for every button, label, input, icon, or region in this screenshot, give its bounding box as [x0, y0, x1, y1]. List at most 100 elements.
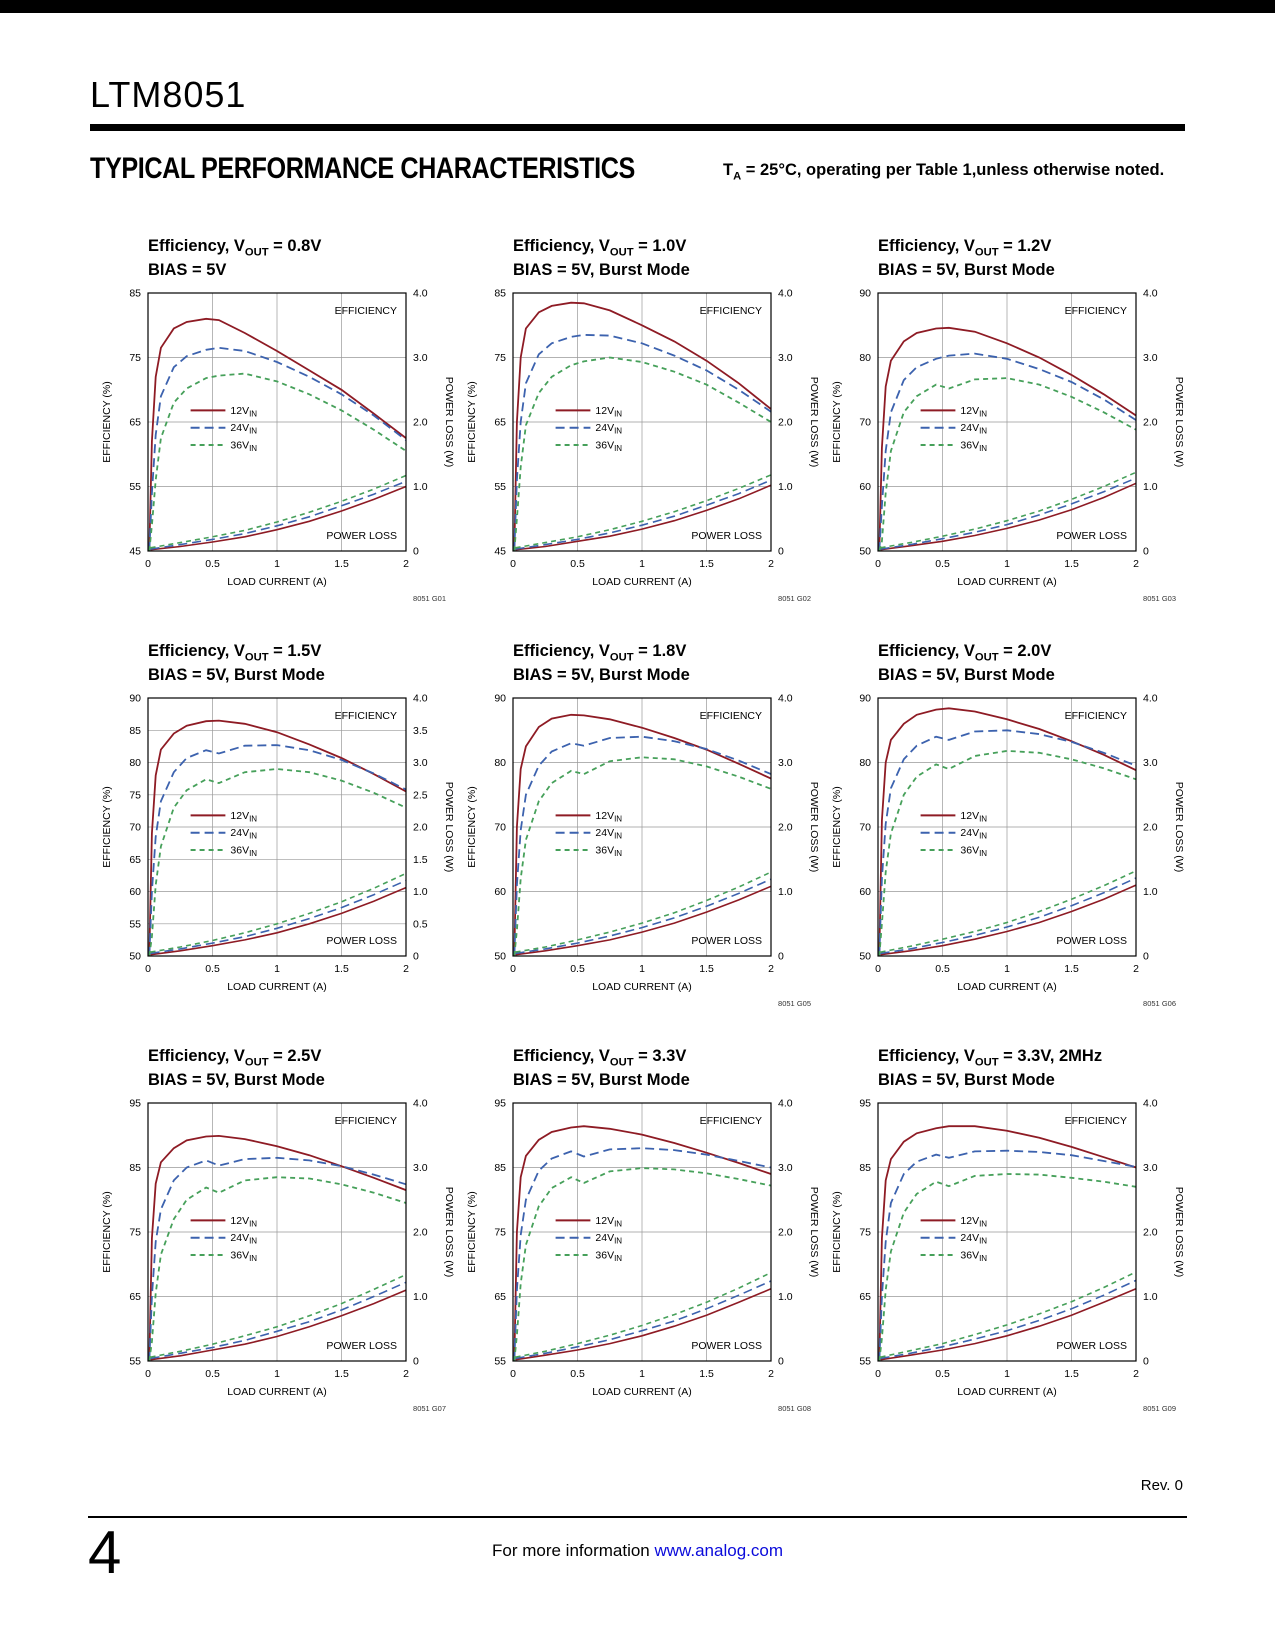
efficiency-curve-12vin	[513, 302, 772, 552]
efficiency-curve-36vin	[513, 1167, 772, 1362]
x-axis-tick-label: 1	[1004, 963, 1010, 975]
x-axis-tick-label: 0.5	[205, 558, 220, 570]
plot-border	[147, 292, 407, 552]
efficiency-curve-36vin	[878, 1173, 1137, 1362]
chart-canvas: 55 65 75 85 95 0 1.0 2.0 3.0 4.0 0 0.5 1 1.5 2 EFFICIEN…	[101, 1098, 455, 1414]
chart-title: Efficiency, VOUT = 0.8V BIAS = 5V	[148, 236, 455, 281]
x-axis-tick-label: 1.5	[699, 963, 714, 975]
y-axis-title: EFFICIENCY (%)	[831, 382, 843, 463]
graph-id: 8051 G09	[1143, 1404, 1176, 1413]
y-axis-tick-label: 55	[494, 1356, 506, 1368]
x-axis-title: LOAD CURRENT (A)	[227, 981, 327, 993]
power-loss-curve-24vin	[880, 477, 1137, 551]
y-axis-tick-label: 65	[859, 1291, 871, 1303]
legend-label-24vin: 24VIN	[960, 423, 987, 437]
chart-canvas: 55 65 75 85 95 0 1.0 2.0 3.0 4.0 0 0.5 1 1.5 2 EFFICIEN…	[831, 1098, 1185, 1414]
chart-6: Efficiency, VOUT = 2.0V BIAS = 5V, Burst …	[820, 627, 1185, 1032]
right-axis-tick-label: 4.0	[413, 1098, 428, 1110]
plot-border	[877, 292, 1137, 552]
power-loss-curve-36vin	[150, 872, 407, 954]
right-axis-tick-label: 3.5	[413, 725, 428, 737]
chart-title: Efficiency, VOUT = 2.5V BIAS = 5V, Burst …	[148, 1046, 455, 1091]
power-loss-curve-24vin	[515, 878, 772, 955]
chart-7: Efficiency, VOUT = 2.5V BIAS = 5V, Burst …	[90, 1032, 455, 1437]
right-axis-tick-label: 1.0	[413, 1291, 428, 1303]
section-title: TYPICAL PERFORMANCE CHARACTERISTICS	[90, 152, 635, 185]
legend-label-36vin: 36VIN	[960, 1250, 987, 1264]
legend-label-36vin: 36VIN	[960, 440, 987, 454]
y-axis-tick-label: 85	[859, 1162, 871, 1174]
x-axis-tick-label: 0	[875, 963, 881, 975]
power-loss-curve-36vin	[880, 471, 1137, 549]
legend-label-24vin: 24VIN	[960, 828, 987, 842]
y-axis-tick-label: 80	[859, 352, 871, 364]
y-axis-tick-label: 95	[859, 1098, 871, 1110]
y-axis-title: EFFICIENCY (%)	[466, 1192, 478, 1273]
x-axis-tick-label: 2	[403, 963, 409, 975]
right-axis-tick-label: 0	[778, 951, 784, 963]
x-axis-tick-label: 2	[768, 558, 774, 570]
chart-title-line2: BIAS = 5V, Burst Mode	[513, 665, 690, 684]
right-axis-tick-label: 0.5	[413, 919, 428, 931]
efficiency-curve-24vin	[513, 1147, 772, 1362]
right-axis-title: POWER LOSS (W)	[443, 782, 455, 872]
power-loss-curve-12vin	[150, 887, 407, 956]
right-axis-tick-label: 2.0	[413, 417, 428, 429]
x-axis-tick-label: 1.5	[699, 1368, 714, 1380]
right-axis-tick-label: 1.0	[778, 886, 793, 898]
right-axis-tick-label: 0	[778, 546, 784, 558]
chart-title-line2: BIAS = 5V	[148, 260, 227, 279]
x-axis-tick-label: 1.5	[1064, 558, 1079, 570]
x-axis-tick-label: 1	[639, 963, 645, 975]
plot-border	[512, 292, 772, 552]
x-axis-title: LOAD CURRENT (A)	[592, 576, 692, 588]
right-axis-tick-label: 2.0	[778, 1227, 793, 1239]
efficiency-curve-12vin	[148, 720, 407, 957]
legend-label-12vin: 12VIN	[960, 810, 987, 824]
y-axis-tick-label: 55	[859, 1356, 871, 1368]
y-axis-tick-label: 90	[859, 288, 871, 300]
plot-border	[512, 697, 772, 957]
right-axis-tick-label: 1.0	[778, 481, 793, 493]
x-axis-tick-label: 1	[274, 1368, 280, 1380]
right-axis-tick-label: 4.0	[1143, 1098, 1158, 1110]
y-axis-tick-label: 95	[129, 1098, 141, 1110]
right-axis-tick-label: 3.0	[413, 757, 428, 769]
right-axis-title: POWER LOSS (W)	[443, 1187, 455, 1277]
chart-title: Efficiency, VOUT = 1.0V BIAS = 5V, Burst …	[513, 236, 820, 281]
efficiency-curve-12vin	[513, 1125, 772, 1362]
right-axis-tick-label: 3.0	[1143, 757, 1158, 769]
legend-label-36vin: 36VIN	[230, 440, 257, 454]
y-axis-tick-label: 80	[129, 757, 141, 769]
y-axis-tick-label: 50	[494, 951, 506, 963]
x-axis-tick-label: 2	[403, 1368, 409, 1380]
chart-title: Efficiency, VOUT = 1.5V BIAS = 5V, Burst …	[148, 641, 455, 686]
chart-title-line2: BIAS = 5V, Burst Mode	[878, 1070, 1055, 1089]
right-axis-tick-label: 3.0	[413, 352, 428, 364]
graph-id: 8051 G08	[778, 1404, 811, 1413]
x-axis-tick-label: 1.5	[699, 558, 714, 570]
power-loss-curve-24vin	[515, 479, 772, 551]
footer-rule	[88, 1516, 1187, 1518]
right-axis-tick-label: 0	[1143, 546, 1149, 558]
right-axis-tick-label: 4.0	[1143, 693, 1158, 705]
legend-label-36vin: 36VIN	[230, 1250, 257, 1264]
x-axis-tick-label: 0	[510, 558, 516, 570]
x-axis-title: LOAD CURRENT (A)	[592, 981, 692, 993]
efficiency-label: EFFICIENCY	[335, 1115, 397, 1127]
right-axis-tick-label: 1.0	[778, 1291, 793, 1303]
right-axis-tick-label: 1.0	[1143, 1291, 1158, 1303]
efficiency-curve-12vin	[878, 1125, 1137, 1362]
power-loss-curve-36vin	[880, 1271, 1137, 1359]
chart-title-line1: Efficiency, VOUT = 0.8V	[148, 237, 322, 259]
y-axis-title: EFFICIENCY (%)	[466, 382, 478, 463]
efficiency-curve-24vin	[878, 1150, 1137, 1362]
right-axis-tick-label: 2.0	[1143, 1227, 1158, 1239]
plot-border	[877, 697, 1137, 957]
x-axis-tick-label: 0	[510, 963, 516, 975]
analog-link[interactable]: www.analog.com	[654, 1541, 783, 1560]
y-axis-tick-label: 70	[494, 822, 506, 834]
chart-title: Efficiency, VOUT = 2.0V BIAS = 5V, Burst …	[878, 641, 1185, 686]
condition-note-sub: A	[733, 170, 742, 183]
